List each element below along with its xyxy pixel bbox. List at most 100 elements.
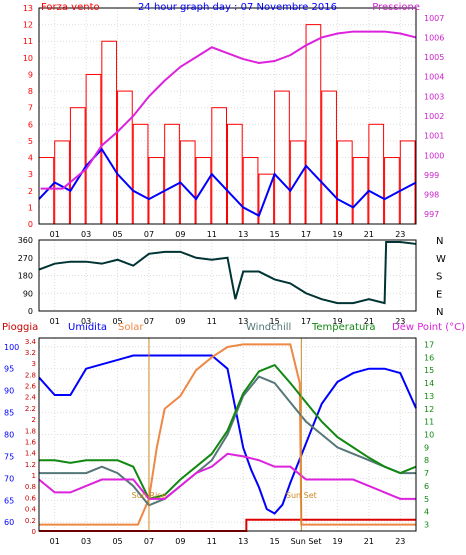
humidity-tick-label: 90 bbox=[4, 387, 14, 396]
y-tick-label-left: 1 bbox=[28, 203, 33, 212]
rain-tick-label: 3 bbox=[32, 360, 36, 368]
x-tick-label: 11 bbox=[207, 317, 217, 326]
solar-line bbox=[39, 343, 416, 526]
y-tick-label-right: 1005 bbox=[424, 53, 444, 62]
wind-direction-line bbox=[38, 240, 417, 305]
humidity-tick-label: 95 bbox=[4, 365, 14, 374]
rain-tick-label: 1.8 bbox=[25, 427, 36, 435]
y-tick-label-right: 999 bbox=[424, 171, 439, 180]
humidity-tick-label: 75 bbox=[4, 452, 14, 461]
x-tick-label: 17 bbox=[301, 317, 311, 326]
rain-tick-label: 2.4 bbox=[25, 394, 37, 402]
direction-label: N bbox=[436, 236, 443, 247]
windchill-line bbox=[39, 375, 416, 507]
x-tick-label: Sun Set bbox=[291, 537, 322, 546]
y-tick-label-left: 4 bbox=[28, 154, 33, 163]
x-tick-label: 19 bbox=[332, 537, 342, 546]
x-tick-label: 11 bbox=[207, 230, 217, 239]
wind-average-line bbox=[38, 147, 417, 218]
panel-direction-frame bbox=[38, 239, 417, 312]
x-tick-label: 23 bbox=[395, 230, 405, 239]
y-tick-label: 270 bbox=[18, 254, 33, 263]
windchill-axis-title: Windchill bbox=[246, 322, 291, 333]
humidity-tick-label: 60 bbox=[4, 518, 14, 527]
humidity-axis-title: Umidita bbox=[68, 322, 107, 333]
y-tick-label: 0 bbox=[28, 307, 33, 316]
dewpoint-line bbox=[38, 452, 416, 500]
x-tick-label: 07 bbox=[144, 230, 154, 239]
temperature-line bbox=[39, 363, 417, 500]
direction-label: W bbox=[436, 254, 446, 265]
chart-title: 24 hour graph day : 07 Novembre 2016 bbox=[138, 2, 337, 13]
wind-gust-bar bbox=[69, 107, 86, 225]
rain-tick-label: 3.2 bbox=[25, 349, 36, 357]
y-tick-label-right: 1006 bbox=[424, 33, 444, 42]
temp-tick-label: 7 bbox=[424, 469, 429, 478]
rain-tick-label: 0.4 bbox=[25, 506, 37, 514]
x-tick-label: 23 bbox=[395, 317, 405, 326]
direction-label: N bbox=[436, 307, 443, 318]
rain-tick-label: 1.6 bbox=[25, 438, 37, 446]
x-tick-label: 13 bbox=[238, 317, 248, 326]
rain-tick-label: 1.2 bbox=[25, 461, 36, 469]
y-tick-label-left: 9 bbox=[28, 70, 33, 79]
temp-tick-label: 15 bbox=[424, 366, 434, 375]
direction-label: E bbox=[436, 289, 442, 300]
rain-tick-label: 0.2 bbox=[25, 517, 36, 525]
sun-marker-label: Sun Set bbox=[286, 491, 317, 500]
x-tick-label: 13 bbox=[238, 230, 248, 239]
x-tick-label: 03 bbox=[81, 317, 91, 326]
dewpoint-axis-title: Dew Point (°C) bbox=[392, 322, 465, 333]
x-tick-label: 15 bbox=[270, 317, 280, 326]
solar-axis-title: Solar bbox=[118, 322, 144, 333]
rain-tick-label: 0.8 bbox=[25, 483, 36, 491]
x-tick-label: 05 bbox=[112, 230, 122, 239]
x-tick-label: 09 bbox=[175, 230, 185, 239]
x-tick-label: 15 bbox=[270, 230, 280, 239]
wind-gust-bar bbox=[399, 140, 416, 225]
temp-tick-label: 4 bbox=[424, 508, 429, 517]
temp-tick-label: 14 bbox=[424, 379, 434, 388]
x-tick-label: 13 bbox=[238, 537, 248, 546]
y-tick-label-right: 1001 bbox=[424, 132, 444, 141]
x-tick-label: 01 bbox=[50, 317, 60, 326]
panel-wind-frame bbox=[38, 7, 417, 225]
wind-gust-bar bbox=[54, 140, 70, 225]
wind-gust-bar bbox=[179, 140, 196, 225]
humidity-tick-label: 100 bbox=[4, 343, 19, 352]
wind-gust-bar bbox=[289, 140, 306, 225]
x-tick-label: 03 bbox=[81, 230, 91, 239]
wind-gust-bar bbox=[336, 140, 353, 225]
y-tick-label-right: 997 bbox=[424, 210, 439, 219]
wind-gust-bar bbox=[321, 90, 337, 225]
y-tick-label-left: 13 bbox=[23, 4, 33, 13]
sun-marker-label: Sun Rise bbox=[132, 491, 167, 500]
y-tick-label-left: 12 bbox=[23, 21, 33, 30]
x-tick-label: 05 bbox=[112, 317, 122, 326]
x-tick-label: 09 bbox=[175, 537, 185, 546]
y-tick-label-right: 1002 bbox=[424, 112, 444, 121]
rain-tick-label: 0 bbox=[32, 528, 36, 536]
panel-climate-frame bbox=[38, 337, 417, 532]
x-tick-label: 07 bbox=[144, 317, 154, 326]
x-tick-label: 21 bbox=[364, 537, 374, 546]
rain-tick-label: 3.4 bbox=[25, 338, 37, 346]
rain-tick-label: 2.8 bbox=[25, 371, 36, 379]
y-tick-label-left: 10 bbox=[23, 54, 33, 63]
humidity-tick-label: 80 bbox=[4, 431, 14, 440]
x-tick-label: 01 bbox=[50, 537, 60, 546]
humidity-tick-label: 85 bbox=[4, 409, 14, 418]
rain-tick-label: 1 bbox=[32, 472, 36, 480]
temp-tick-label: 17 bbox=[424, 340, 434, 349]
temperature-axis-title: Temperatura bbox=[311, 322, 376, 333]
y-tick-label-right: 1007 bbox=[424, 14, 444, 23]
y-tick-label: 360 bbox=[18, 236, 33, 245]
y-tick-label-left: 2 bbox=[28, 187, 33, 196]
x-tick-label: 09 bbox=[175, 317, 185, 326]
humidity-line bbox=[38, 354, 417, 515]
x-tick-label: 01 bbox=[50, 230, 60, 239]
y-tick-label-left: 8 bbox=[28, 87, 33, 96]
temp-tick-label: 12 bbox=[424, 405, 434, 414]
temp-tick-label: 8 bbox=[424, 456, 429, 465]
